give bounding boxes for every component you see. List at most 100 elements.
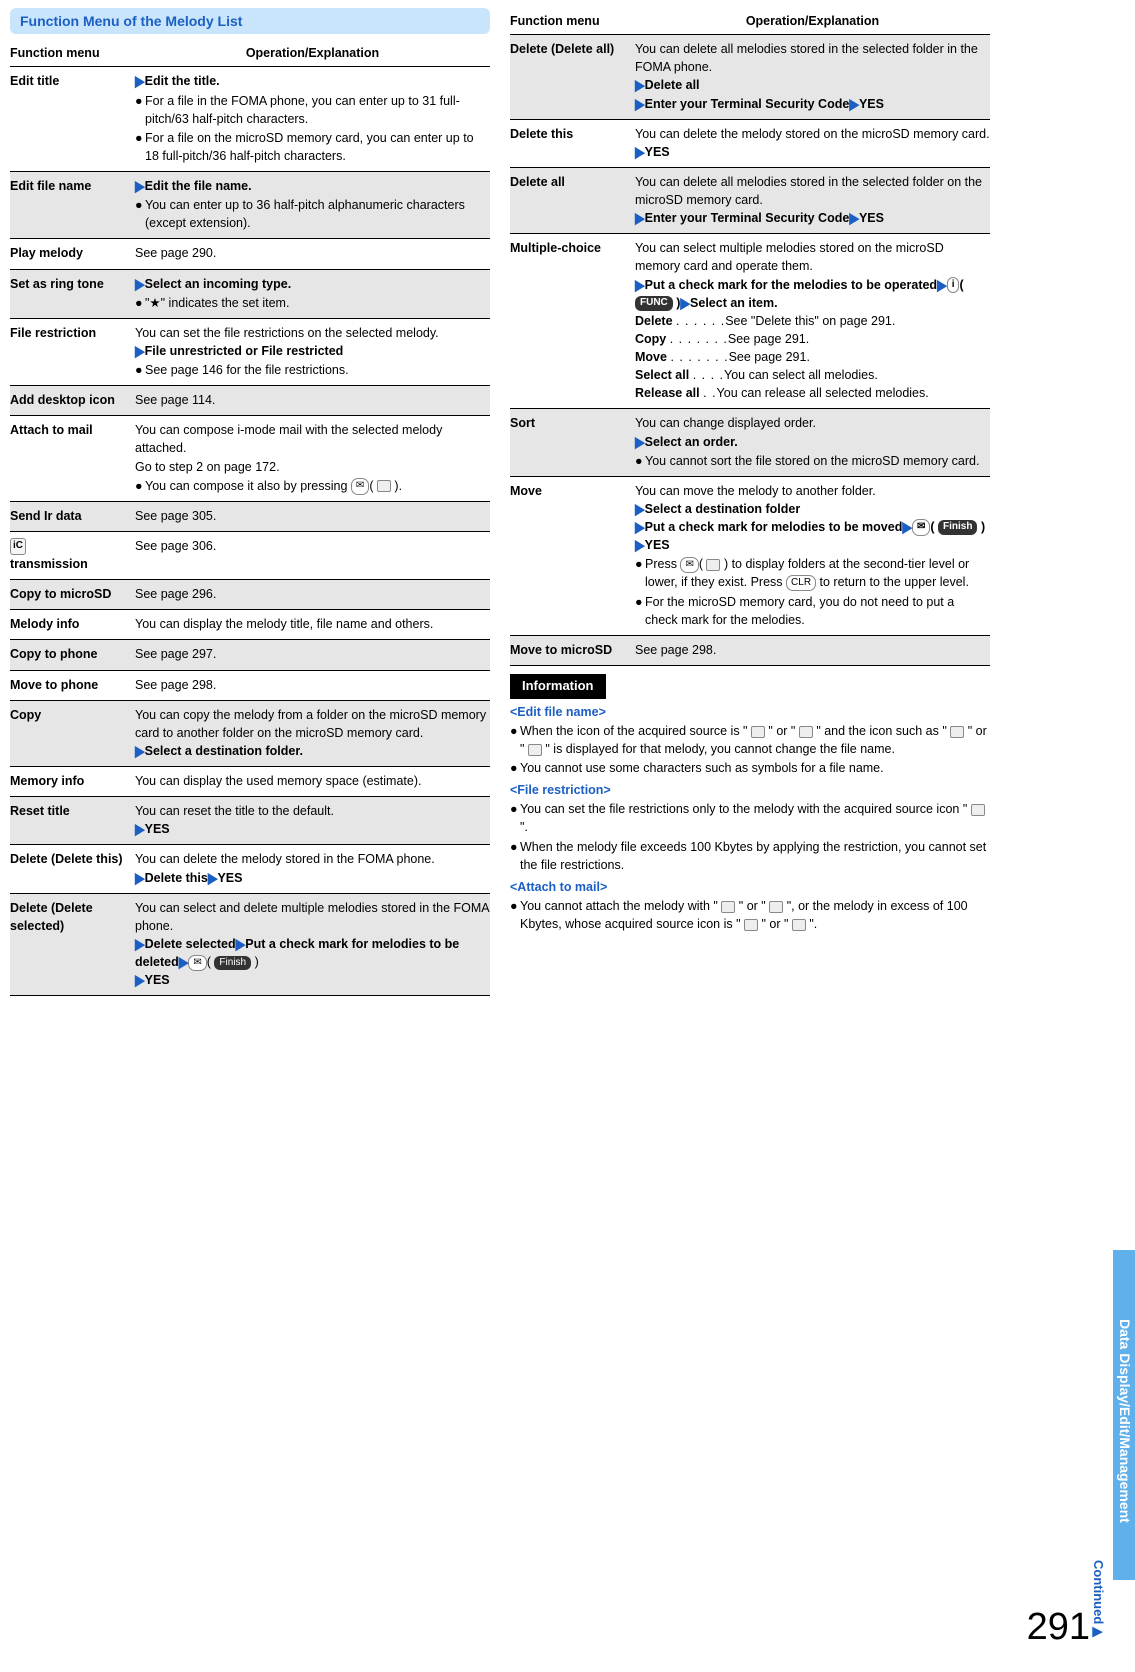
- left-table: Function menu Operation/Explanation Edit…: [10, 40, 490, 996]
- function-name: File restriction: [10, 324, 135, 379]
- table-row: Memory info You can display the used mem…: [10, 767, 490, 797]
- function-name: Edit title: [10, 72, 135, 165]
- operation-cell: You can display the melody title, file n…: [135, 615, 490, 633]
- definition-line: Delete . . . . . .See "Delete this" on p…: [635, 312, 990, 330]
- info-sub-attach-to-mail: <Attach to mail>: [510, 878, 990, 896]
- bullet-line: ●Press ✉( ) to display folders at the se…: [635, 555, 990, 591]
- function-name: Move: [510, 482, 635, 629]
- function-name: Add desktop icon: [10, 391, 135, 409]
- text-line: See page 306.: [135, 537, 490, 555]
- left-column: Function Menu of the Melody List Functio…: [10, 8, 490, 996]
- table-row: Attach to mail You can compose i-mode ma…: [10, 416, 490, 502]
- info-bullet: ●You can set the file restrictions only …: [510, 800, 990, 836]
- table-row: Copy to microSD See page 296.: [10, 580, 490, 610]
- function-name: Send Ir data: [10, 507, 135, 525]
- text-line: See page 305.: [135, 507, 490, 525]
- action-line: ▶YES: [635, 143, 990, 161]
- operation-cell: You can delete all melodies stored in th…: [635, 40, 990, 113]
- table-row: Multiple-choice You can select multiple …: [510, 234, 990, 409]
- text-line: You can move the melody to another folde…: [635, 482, 990, 500]
- operation-cell: ▶Select an incoming type.●"★" indicates …: [135, 275, 490, 312]
- bullet-line: ●You can enter up to 36 half-pitch alpha…: [135, 196, 490, 232]
- table-row: Send Ir data See page 305.: [10, 502, 490, 532]
- operation-cell: See page 305.: [135, 507, 490, 525]
- table-row: Set as ring tone ▶Select an incoming typ…: [10, 270, 490, 319]
- function-name: Play melody: [10, 244, 135, 262]
- function-name: Sort: [510, 414, 635, 469]
- definition-line: Release all . .You can release all selec…: [635, 384, 990, 402]
- function-name: Set as ring tone: [10, 275, 135, 312]
- info-sub-file-restriction: <File restriction>: [510, 781, 990, 799]
- action-line: ▶Enter your Terminal Security Code▶YES: [635, 95, 990, 113]
- text-line: See page 298.: [635, 641, 990, 659]
- action-line: ▶Delete all: [635, 76, 990, 94]
- table-row: Move to microSD See page 298.: [510, 636, 990, 666]
- text-line: See page 114.: [135, 391, 490, 409]
- operation-cell: You can select multiple melodies stored …: [635, 239, 990, 402]
- text-line: See page 297.: [135, 645, 490, 663]
- action-line: ▶Select an incoming type.: [135, 275, 490, 293]
- header-op: Operation/Explanation: [635, 12, 990, 30]
- operation-cell: ▶Edit the title.●For a file in the FOMA …: [135, 72, 490, 165]
- operation-cell: You can compose i-mode mail with the sel…: [135, 421, 490, 495]
- function-name: Delete (Delete this): [10, 850, 135, 886]
- operation-cell: You can change displayed order.▶Select a…: [635, 414, 990, 469]
- operation-cell: You can reset the title to the default.▶…: [135, 802, 490, 838]
- function-name: Attach to mail: [10, 421, 135, 495]
- operation-cell: You can copy the melody from a folder on…: [135, 706, 490, 760]
- text-line: You can select and delete multiple melod…: [135, 899, 490, 935]
- info-bullet: ●When the melody file exceeds 100 Kbytes…: [510, 838, 990, 874]
- operation-cell: See page 306.: [135, 537, 490, 573]
- table-row: Delete this You can delete the melody st…: [510, 120, 990, 168]
- table-row: Move to phone See page 298.: [10, 671, 490, 701]
- text-line: You can delete all melodies stored in th…: [635, 173, 990, 209]
- function-name: Multiple-choice: [510, 239, 635, 402]
- table-row: Add desktop icon See page 114.: [10, 386, 490, 416]
- text-line: See page 296.: [135, 585, 490, 603]
- operation-cell: See page 298.: [135, 676, 490, 694]
- action-line: ▶YES: [135, 820, 490, 838]
- table-row: Copy to phone See page 297.: [10, 640, 490, 670]
- operation-cell: You can delete the melody stored in the …: [135, 850, 490, 886]
- operation-cell: See page 297.: [135, 645, 490, 663]
- operation-cell: You can select and delete multiple melod…: [135, 899, 490, 990]
- operation-cell: You can delete the melody stored on the …: [635, 125, 990, 161]
- function-name: iCtransmission: [10, 537, 135, 573]
- function-name: Copy to phone: [10, 645, 135, 663]
- action-line: ▶Select an order.: [635, 433, 990, 451]
- action-line: ▶File unrestricted or File restricted: [135, 342, 490, 360]
- right-table: Function menu Operation/Explanation Dele…: [510, 8, 990, 666]
- function-name: Copy: [10, 706, 135, 760]
- bullet-line: ●See page 146 for the file restrictions.: [135, 361, 490, 379]
- table-row: Copy You can copy the melody from a fold…: [10, 701, 490, 767]
- operation-cell: See page 296.: [135, 585, 490, 603]
- table-row: Reset title You can reset the title to t…: [10, 797, 490, 845]
- side-tab: Data Display/Edit/Management: [1113, 1250, 1135, 1580]
- bullet-line: ●"★" indicates the set item.: [135, 294, 490, 312]
- information-body: <Edit file name> ●When the icon of the a…: [510, 703, 990, 934]
- info-bullet: ●You cannot attach the melody with " " o…: [510, 897, 990, 933]
- section-header: Function Menu of the Melody List: [10, 8, 490, 34]
- action-line: ▶Delete selected▶Put a check mark for me…: [135, 935, 490, 971]
- function-name: Move to microSD: [510, 641, 635, 659]
- function-name: Memory info: [10, 772, 135, 790]
- text-line: You can display the melody title, file n…: [135, 615, 490, 633]
- operation-cell: See page 290.: [135, 244, 490, 262]
- action-line: ▶Put a check mark for the melodies to be…: [635, 276, 990, 312]
- function-name: Delete (Delete selected): [10, 899, 135, 990]
- operation-cell: You can delete all melodies stored in th…: [635, 173, 990, 227]
- action-line: ▶Select a destination folder.: [135, 742, 490, 760]
- section-title: Function Menu of the Melody List: [12, 10, 488, 32]
- text-line: You can display the used memory space (e…: [135, 772, 490, 790]
- function-name: Copy to microSD: [10, 585, 135, 603]
- table-row: File restriction You can set the file re…: [10, 319, 490, 386]
- table-header: Function menu Operation/Explanation: [510, 8, 990, 35]
- function-name: Move to phone: [10, 676, 135, 694]
- information-header: Information: [510, 674, 606, 699]
- info-sub-edit-file-name: <Edit file name>: [510, 703, 990, 721]
- function-name: Delete (Delete all): [510, 40, 635, 113]
- operation-cell: You can display the used memory space (e…: [135, 772, 490, 790]
- table-row: Delete (Delete selected) You can select …: [10, 894, 490, 997]
- operation-cell: See page 298.: [635, 641, 990, 659]
- text-line: You can change displayed order.: [635, 414, 990, 432]
